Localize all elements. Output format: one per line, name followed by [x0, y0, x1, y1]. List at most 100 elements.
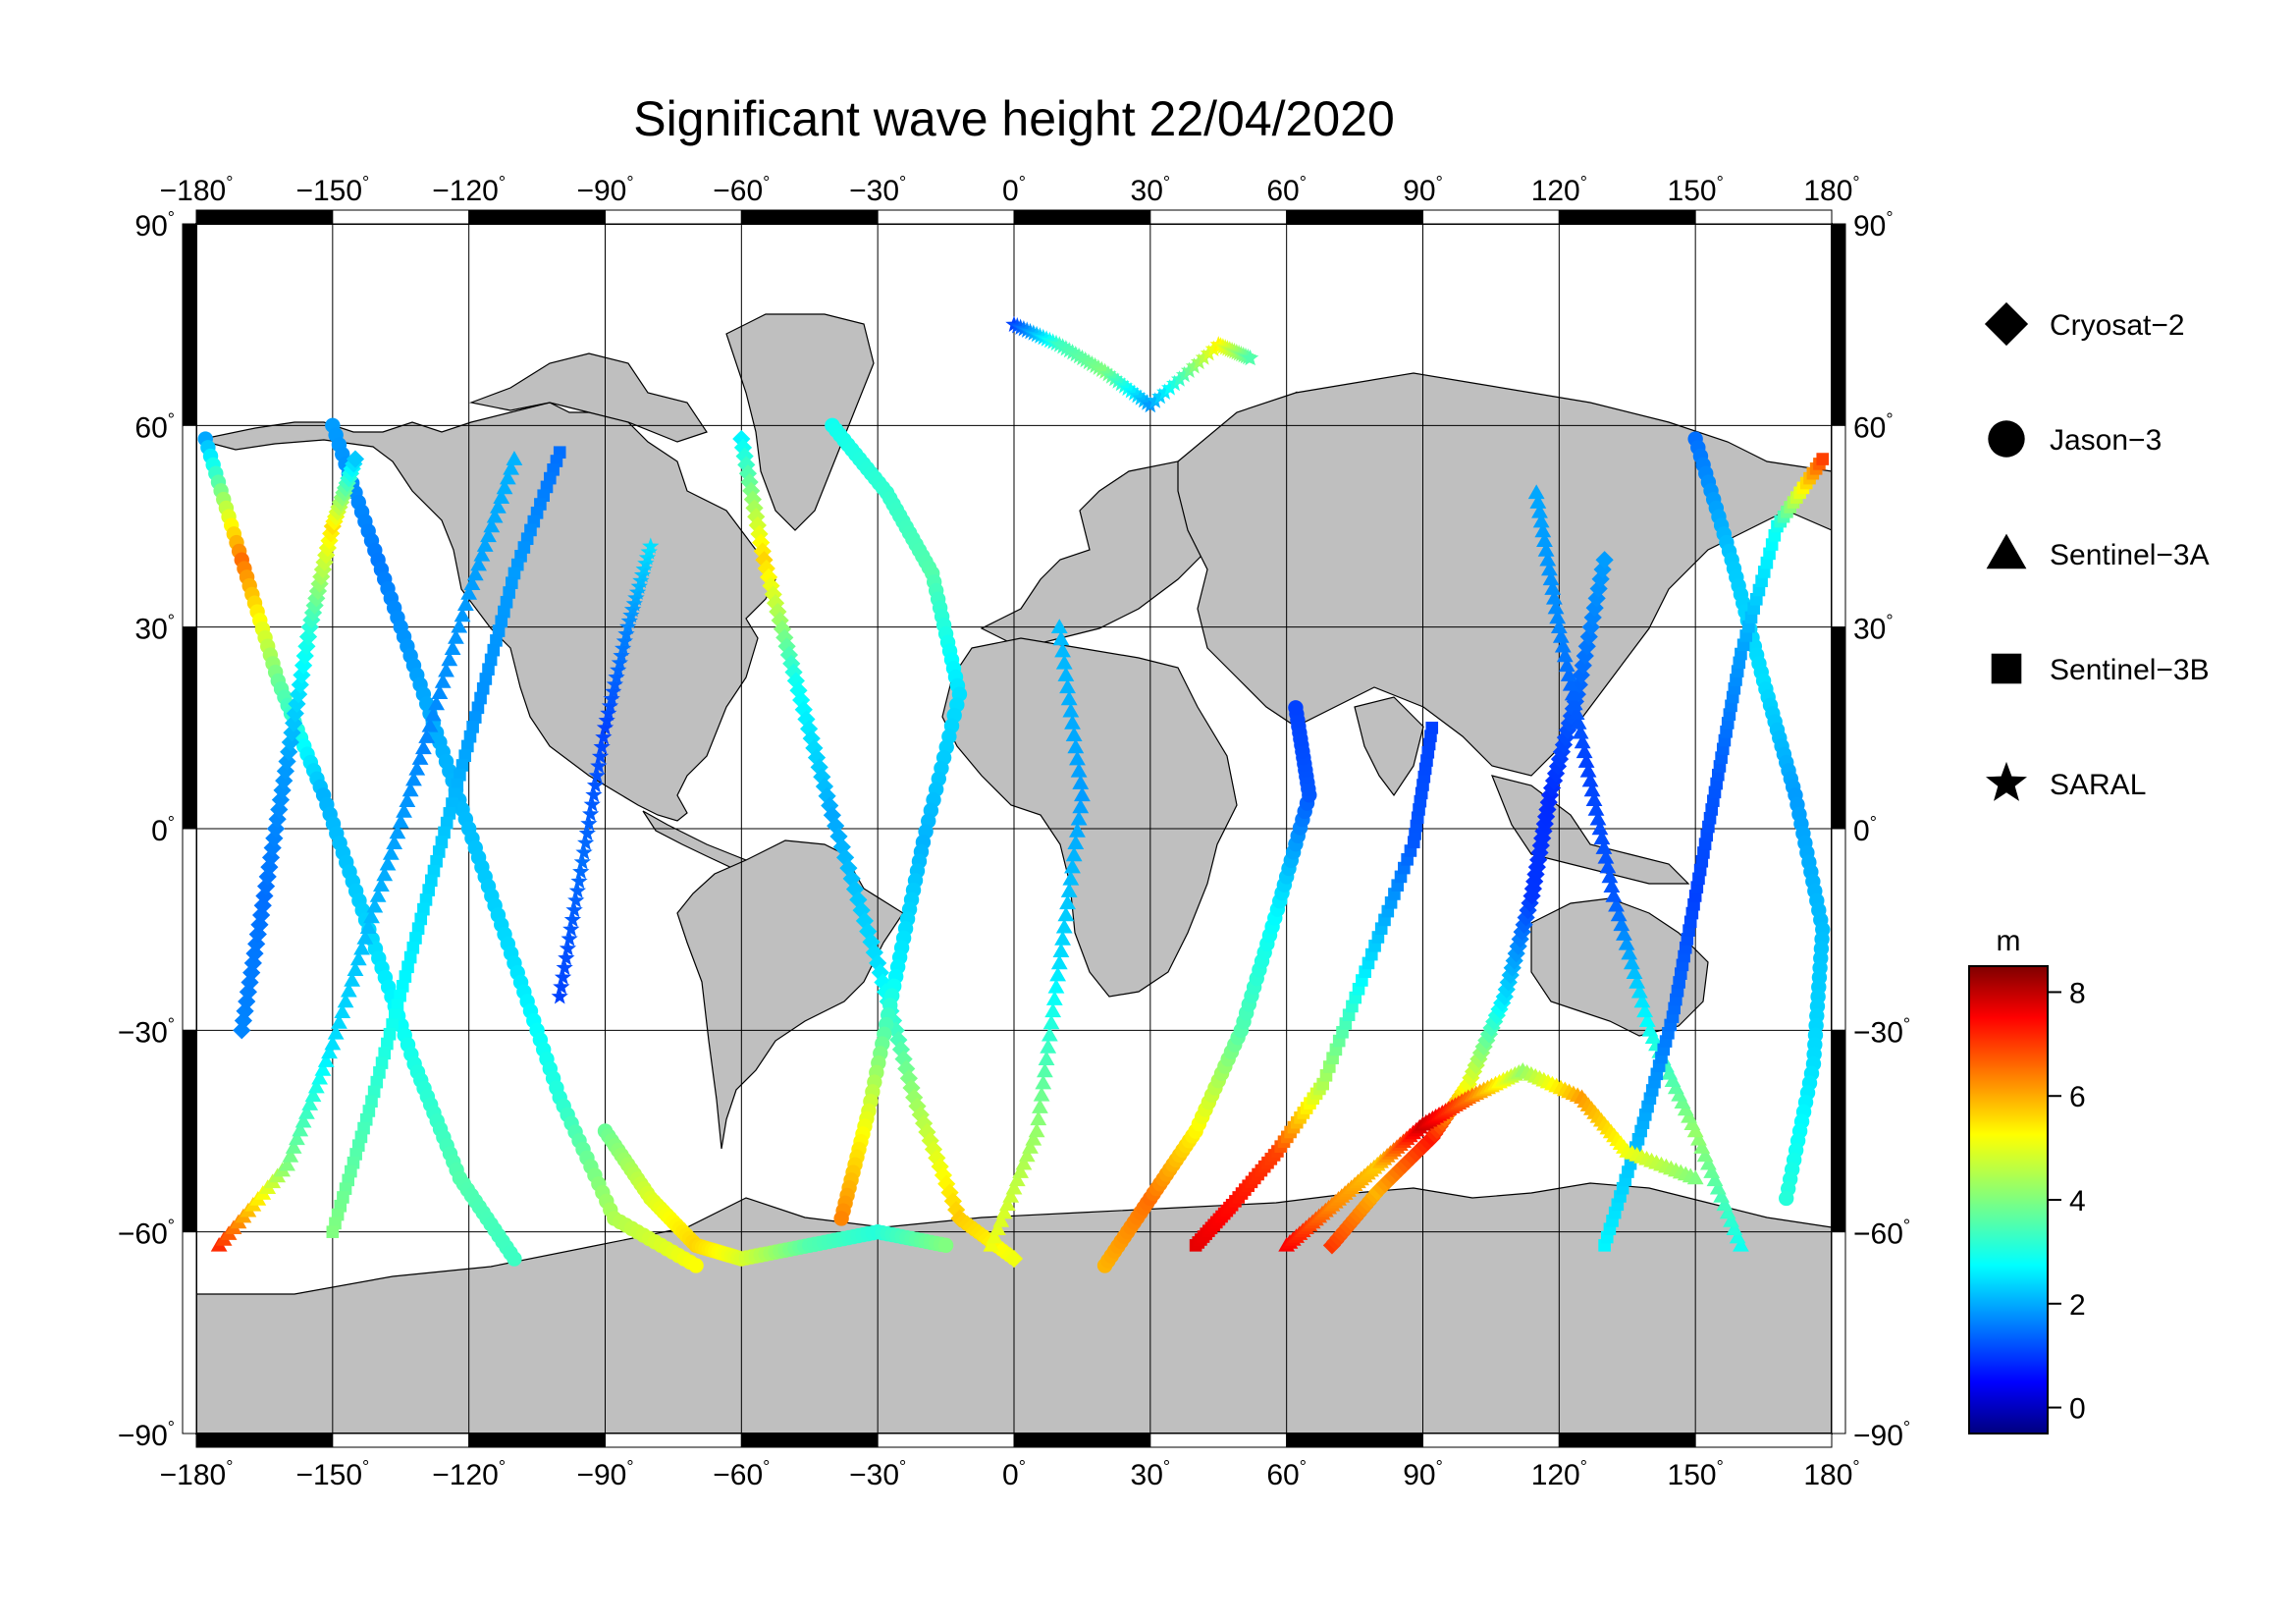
track-point [813, 768, 831, 786]
track-point [383, 1027, 397, 1041]
legend-label: Jason−3 [2050, 424, 2162, 457]
track-point [1072, 775, 1090, 789]
track-point [1579, 762, 1597, 778]
frame-bar-bottom [605, 1433, 742, 1448]
track-point [1156, 383, 1174, 400]
lon-tick-label-top: 150° [1668, 173, 1724, 207]
track-point [1135, 391, 1152, 408]
track-point [625, 595, 643, 612]
track-point [401, 782, 419, 797]
track-point [1132, 389, 1149, 406]
legend-label: SARAL [2050, 769, 2146, 801]
track-point [1545, 589, 1563, 605]
frame-bar-right [1831, 1029, 1846, 1233]
legend-label: Sentinel−3A [2050, 539, 2210, 571]
track-point [784, 663, 803, 681]
track-point [441, 651, 458, 667]
track-point [1608, 896, 1625, 912]
lon-tick-label-top: 180° [1803, 173, 1859, 207]
track-point [614, 639, 632, 656]
colorbar: m 0 2 4 6 8 [1968, 925, 2086, 1434]
track-point [340, 982, 357, 998]
track-point [1531, 503, 1548, 518]
track-point [747, 508, 766, 526]
track-point [476, 681, 490, 695]
track-point [1041, 1026, 1058, 1042]
frame-bar-top [1558, 209, 1696, 225]
track-point [601, 697, 619, 714]
track-point [583, 795, 601, 812]
track-point [1597, 848, 1615, 864]
track-point [794, 700, 813, 719]
frame-bar-left [182, 1029, 197, 1233]
track-point [1599, 858, 1617, 874]
track-point [500, 595, 513, 609]
track-point [1723, 1213, 1739, 1227]
colorbar-tick-label: 8 [2069, 977, 2086, 1009]
frame-bar-top [1149, 209, 1288, 225]
lon-tick-label-top: −120° [432, 173, 506, 207]
frame-bar-left [182, 223, 197, 426]
track-point [479, 673, 493, 685]
frame-bar-top [1013, 209, 1151, 225]
track-point [1549, 609, 1567, 624]
track-point [786, 672, 805, 690]
track-point [288, 694, 306, 713]
track-point [849, 891, 868, 909]
track-point [283, 724, 301, 742]
track-point [369, 888, 387, 902]
track-point [556, 958, 573, 976]
track-point [414, 739, 432, 755]
colorbar-unit: m [1997, 925, 2021, 957]
track-point [263, 839, 282, 857]
track-point [1004, 1249, 1024, 1269]
track-point [1616, 926, 1632, 941]
track-point [562, 920, 580, 937]
track-point [240, 973, 259, 992]
track-point [732, 429, 751, 449]
track-point [1593, 830, 1611, 845]
track-point [334, 1003, 351, 1019]
lat-tick-label-right: 0° [1853, 813, 1877, 847]
track-point [1204, 340, 1222, 356]
track-point [588, 767, 606, 784]
track-point [389, 824, 406, 839]
track-point [1032, 1099, 1048, 1113]
track-point [915, 1114, 934, 1133]
track-point [1018, 1147, 1036, 1163]
track-point [802, 729, 821, 748]
track-point [506, 576, 518, 589]
track-point [1166, 374, 1184, 392]
track-point [468, 711, 482, 724]
track-point [773, 620, 792, 638]
frame-bar-top [605, 209, 742, 225]
track-point [373, 877, 390, 892]
track-point [1072, 798, 1090, 814]
track-point [611, 654, 628, 671]
track-point [1200, 344, 1217, 361]
track-point [428, 695, 446, 711]
frame-scale-bars [182, 209, 1846, 1448]
track-point [1119, 379, 1137, 397]
track-point [1713, 1188, 1731, 1203]
track-point [748, 515, 767, 535]
track-point [992, 1213, 1010, 1227]
track-point [1049, 966, 1067, 982]
track-point [422, 884, 435, 896]
track-point [821, 796, 839, 815]
track-point [461, 739, 474, 753]
track-point [1589, 810, 1607, 826]
track-point [1532, 513, 1550, 528]
track-point [1065, 727, 1083, 741]
legend-label: Sentinel−3B [2050, 654, 2210, 686]
track-point [1501, 966, 1520, 985]
track-point [1045, 991, 1063, 1005]
track-point [1544, 772, 1564, 790]
track-point [484, 653, 498, 667]
track-point [443, 807, 456, 820]
frame-bar-bottom [1149, 1433, 1288, 1448]
track-point [799, 720, 819, 738]
track-point [365, 1095, 378, 1108]
lon-tick-label-bottom: −180° [160, 1457, 234, 1491]
track-point [463, 575, 481, 590]
